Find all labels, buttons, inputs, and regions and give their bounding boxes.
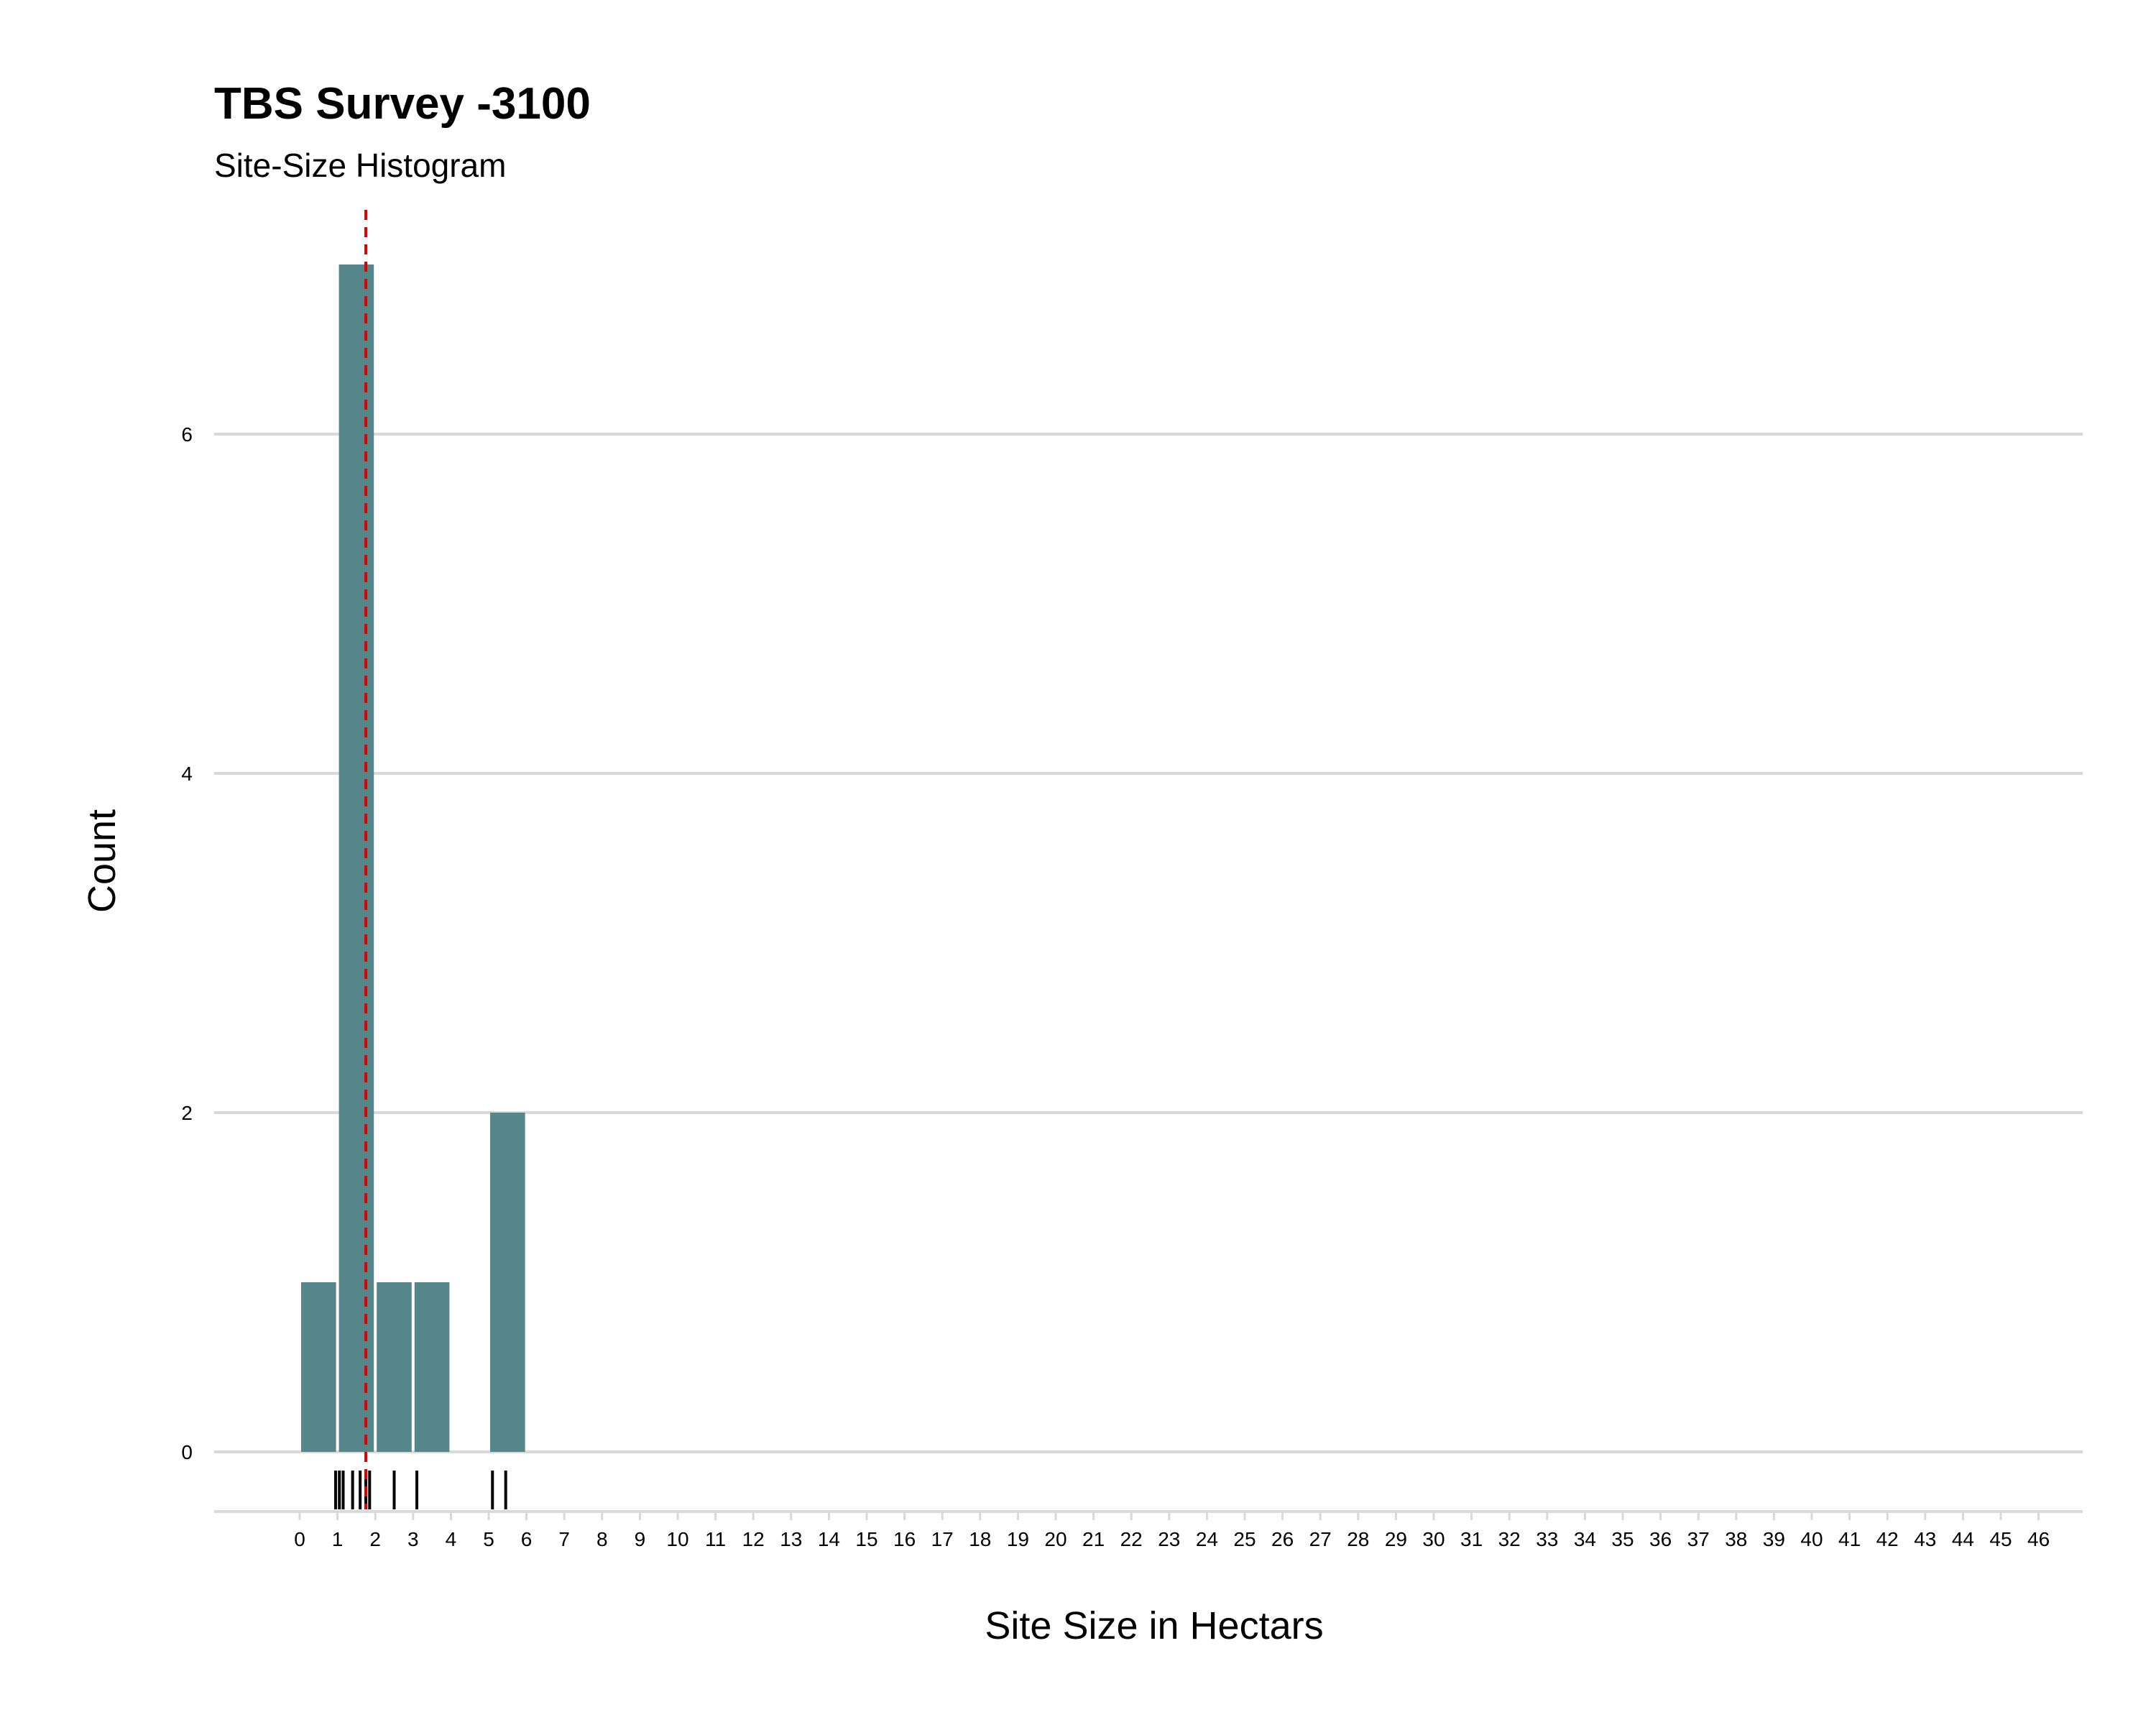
x-tick-label: 2 <box>369 1528 381 1550</box>
histogram-bar <box>339 264 374 1452</box>
x-tick-label: 15 <box>855 1528 877 1550</box>
x-tick-label: 31 <box>1460 1528 1483 1550</box>
y-axis: 0 2 4 6 <box>181 423 193 1463</box>
x-tick-label: 29 <box>1385 1528 1407 1550</box>
y-tick-label: 6 <box>181 423 193 446</box>
x-tick-label: 23 <box>1158 1528 1180 1550</box>
x-tick-label: 12 <box>742 1528 765 1550</box>
x-axis: 0 1 2 3 4 5 6 7 8 9 10 11 12 13 14 15 16 17 18 19 20 21 22 23 24… <box>214 1512 2083 1550</box>
x-tick-label: 28 <box>1347 1528 1369 1550</box>
x-tick-label: 16 <box>893 1528 916 1550</box>
x-tick-label: 39 <box>1763 1528 1785 1550</box>
y-tick-label: 2 <box>181 1102 193 1124</box>
x-tick-label: 34 <box>1574 1528 1596 1550</box>
chart-subtitle: Site-Size Histogram <box>214 147 506 184</box>
histogram-bar <box>301 1282 336 1452</box>
x-tick-label: 1 <box>332 1528 344 1550</box>
x-tick-label: 10 <box>666 1528 688 1550</box>
bars-layer <box>301 264 525 1452</box>
x-tick-label: 40 <box>1800 1528 1823 1550</box>
x-tick-label: 27 <box>1309 1528 1332 1550</box>
x-tick-label: 42 <box>1876 1528 1899 1550</box>
x-tick-label: 14 <box>818 1528 840 1550</box>
x-tick-label: 36 <box>1649 1528 1672 1550</box>
x-tick-label: 20 <box>1044 1528 1067 1550</box>
x-tick-label: 30 <box>1422 1528 1445 1550</box>
x-tick-label: 11 <box>705 1528 726 1550</box>
x-tick-label: 7 <box>558 1528 570 1550</box>
x-tick-label: 24 <box>1196 1528 1218 1550</box>
x-tick-label: 17 <box>931 1528 954 1550</box>
x-tick-label: 3 <box>407 1528 419 1550</box>
x-tick-label: 22 <box>1120 1528 1143 1550</box>
x-tick-label: 26 <box>1271 1528 1294 1550</box>
x-tick-label: 45 <box>1989 1528 2012 1550</box>
histogram-bar <box>415 1282 450 1452</box>
x-tick-label: 0 <box>294 1528 305 1550</box>
x-tick-label: 4 <box>446 1528 457 1550</box>
histogram-bar <box>490 1113 525 1452</box>
x-tick-label: 43 <box>1914 1528 1936 1550</box>
x-axis-title: Site Size in Hectars <box>985 1604 1323 1647</box>
y-axis-title: Count <box>80 809 124 913</box>
x-tick-label: 37 <box>1687 1528 1710 1550</box>
x-tick-label: 33 <box>1536 1528 1558 1550</box>
y-tick-label: 0 <box>181 1441 193 1463</box>
x-tick-label: 6 <box>521 1528 533 1550</box>
x-tick-label: 9 <box>635 1528 646 1550</box>
y-tick-label: 4 <box>181 763 193 785</box>
x-tick-label: 8 <box>596 1528 608 1550</box>
x-tick-label: 38 <box>1725 1528 1747 1550</box>
x-tick-label: 5 <box>483 1528 494 1550</box>
x-tick-label: 41 <box>1838 1528 1861 1550</box>
x-tick-label: 35 <box>1611 1528 1634 1550</box>
x-tick-label: 32 <box>1498 1528 1521 1550</box>
x-tick-label: 25 <box>1233 1528 1256 1550</box>
x-tick-label: 44 <box>1952 1528 1974 1550</box>
x-tick-label: 13 <box>780 1528 802 1550</box>
chart-title: TBS Survey -3100 <box>214 79 591 129</box>
x-tick-label: 19 <box>1007 1528 1029 1550</box>
histogram-bar <box>377 1282 412 1452</box>
x-tick-label: 18 <box>969 1528 991 1550</box>
x-tick-label: 46 <box>2027 1528 2050 1550</box>
x-tick-label: 21 <box>1082 1528 1105 1550</box>
rug-layer <box>336 1471 506 1509</box>
